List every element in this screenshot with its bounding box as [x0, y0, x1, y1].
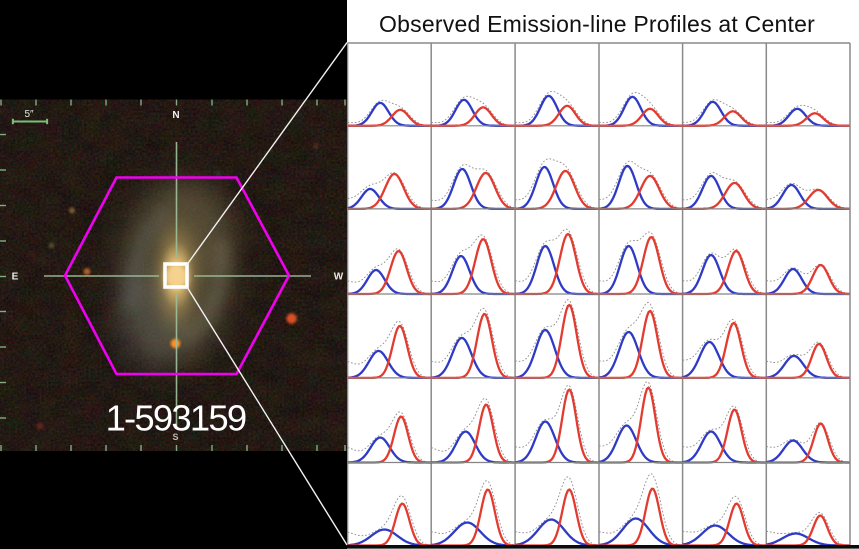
svg-text:5″: 5″ [24, 109, 34, 120]
svg-text:E: E [12, 272, 19, 283]
svg-text:W: W [334, 272, 344, 283]
svg-text:S: S [172, 432, 178, 442]
svg-text:N: N [172, 110, 179, 121]
svg-text:1-593159: 1-593159 [106, 398, 246, 439]
